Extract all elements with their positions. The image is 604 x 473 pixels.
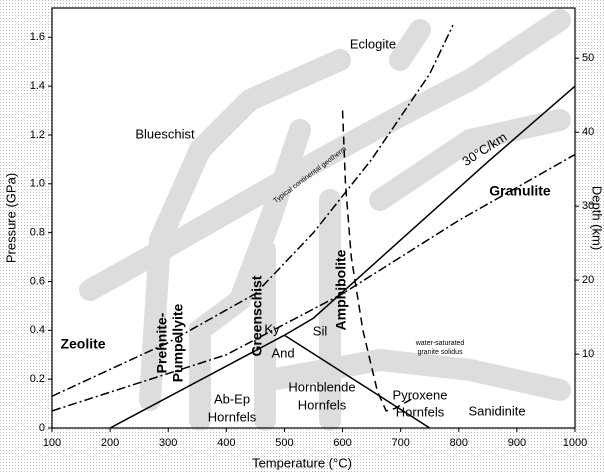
x-tick-label: 900 xyxy=(508,437,526,449)
annotation: granite solidus xyxy=(417,349,463,356)
annotation: And xyxy=(271,345,294,360)
annotation: Zeolite xyxy=(60,336,105,352)
x-tick-label: 800 xyxy=(450,437,468,449)
annotation: Sanidinite xyxy=(468,403,525,418)
facies-bands xyxy=(79,9,571,431)
y-tick-label: 0.8 xyxy=(30,227,45,239)
y-tick-label: 0.4 xyxy=(30,324,45,336)
boundary-line xyxy=(284,334,431,429)
x-tick-label: 300 xyxy=(159,437,177,449)
x-axis-label: Temperature (°C) xyxy=(252,455,352,470)
annotation: water-saturated xyxy=(415,340,465,347)
y2-tick-label: 20 xyxy=(582,274,594,286)
boundary-line xyxy=(109,85,576,429)
plot-frame xyxy=(51,7,576,429)
boundary-line xyxy=(51,153,576,412)
annotation: Pyroxene xyxy=(393,387,448,402)
y2-tick-label: 40 xyxy=(582,126,594,138)
y2-tick-label: 30 xyxy=(582,200,594,212)
x-tick-label: 700 xyxy=(391,437,409,449)
annotation: Ab-Ep xyxy=(214,391,250,406)
x-tick-label: 400 xyxy=(217,437,235,449)
x-tick-label: 600 xyxy=(333,437,351,449)
y2-tick-label: 50 xyxy=(582,52,594,64)
annotation: Ky xyxy=(264,321,280,336)
y-tick-label: 0.2 xyxy=(30,373,45,385)
y2-tick-label: 10 xyxy=(582,348,594,360)
x-tick-label: 100 xyxy=(43,437,61,449)
y2-axis-label: Depth (km) xyxy=(590,186,604,250)
annotation: Prehnite- xyxy=(154,312,170,373)
x-tick-label: 200 xyxy=(101,437,119,449)
x-tick-label: 1000 xyxy=(563,437,587,449)
x-tick-label: 500 xyxy=(275,437,293,449)
y-axis-label: Pressure (GPa) xyxy=(3,173,18,263)
annotation: Sil xyxy=(313,323,328,338)
annotation: Greenschist xyxy=(249,275,265,356)
boundary-line xyxy=(51,24,454,397)
y-tick-label: 1.0 xyxy=(30,178,45,190)
annotation: Blueschist xyxy=(135,126,195,141)
annotation: Hornfels xyxy=(396,404,445,419)
annotation: Hornblende xyxy=(288,379,355,394)
boundary-line xyxy=(341,110,413,412)
y-tick-label: 0.6 xyxy=(30,275,45,287)
y-tick-label: 0 xyxy=(39,422,45,434)
annotation: Hornfels xyxy=(298,397,347,412)
annotation: Granulite xyxy=(489,183,551,199)
y-tick-label: 1.6 xyxy=(30,31,45,43)
annotation: Hornfels xyxy=(208,409,257,424)
annotation: Eclogite xyxy=(350,36,396,51)
annotation: Pumpellyite xyxy=(170,304,186,383)
y-tick-label: 1.2 xyxy=(30,129,45,141)
y-tick-label: 1.4 xyxy=(30,80,45,92)
annotation: Amphibolite xyxy=(333,249,349,330)
